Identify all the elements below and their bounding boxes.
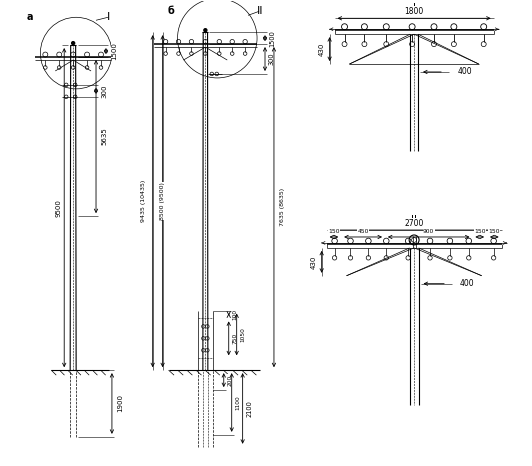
Text: 900: 900	[423, 228, 434, 233]
Text: 150: 150	[474, 228, 486, 233]
Text: 1800: 1800	[404, 7, 423, 16]
Text: 200: 200	[227, 375, 232, 386]
Text: 750: 750	[232, 333, 237, 344]
Text: II: II	[411, 215, 417, 225]
Text: 1100: 1100	[235, 395, 240, 410]
Text: 9500: 9500	[55, 199, 61, 217]
Text: 150: 150	[328, 228, 339, 233]
Text: 400: 400	[460, 279, 475, 288]
Text: 2100: 2100	[247, 400, 253, 417]
Text: 450: 450	[358, 228, 369, 233]
Text: 430: 430	[319, 42, 325, 56]
Text: 300: 300	[101, 84, 107, 97]
Text: I: I	[413, 3, 415, 14]
Text: 430: 430	[311, 255, 317, 268]
Text: I: I	[107, 12, 111, 22]
Text: 7635 (8635): 7635 (8635)	[280, 188, 285, 226]
Text: 100: 100	[232, 309, 237, 320]
Text: а: а	[26, 12, 32, 22]
Text: б: б	[167, 7, 174, 16]
Text: 400: 400	[458, 68, 472, 76]
Text: 8500 (9500): 8500 (9500)	[160, 182, 165, 220]
Text: 9435 (10435): 9435 (10435)	[141, 180, 146, 222]
Text: 1900: 1900	[117, 395, 123, 412]
Text: 5635: 5635	[101, 128, 107, 145]
Text: 1050: 1050	[240, 327, 245, 342]
Text: 150: 150	[488, 228, 500, 233]
Text: 2700: 2700	[404, 219, 424, 227]
Circle shape	[204, 29, 207, 32]
Text: II: II	[257, 7, 263, 16]
Circle shape	[72, 41, 74, 45]
Text: 1500: 1500	[111, 42, 117, 60]
Text: 300: 300	[269, 53, 275, 65]
Text: 1500: 1500	[269, 30, 275, 47]
